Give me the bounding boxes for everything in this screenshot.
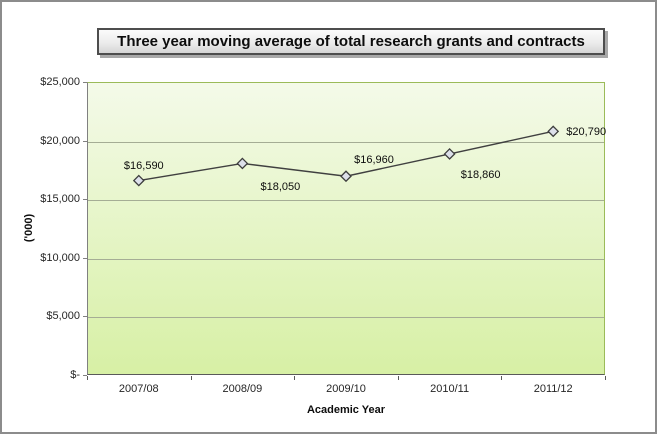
x-axis-title: Academic Year — [306, 404, 386, 416]
y-tick-mark — [83, 82, 87, 83]
y-tick-label: $15,000 — [40, 193, 80, 206]
x-tick-label: 2011/12 — [533, 383, 573, 395]
x-tick-label: 2008/09 — [222, 383, 263, 395]
x-tick-mark — [190, 376, 192, 380]
data-label: $18,860 — [460, 168, 501, 181]
chart-title-box: Three year moving average of total resea… — [97, 28, 605, 55]
y-tick-mark — [83, 199, 87, 201]
data-label: $16,960 — [354, 154, 394, 167]
data-label: $18,050 — [260, 181, 301, 194]
y-axis-tick-labels: $25,000 $20,000 $15,000 $10,000 $5,000 $- — [2, 2, 80, 432]
major-gridline — [88, 258, 604, 260]
major-gridline — [88, 141, 604, 143]
y-tick-label: $10,000 — [40, 251, 80, 264]
y-tick-label: $5,000 — [46, 310, 80, 323]
x-tick-mark — [397, 376, 399, 380]
data-label: $16,590 — [123, 159, 164, 172]
plot-area — [87, 82, 605, 375]
x-tick-mark — [87, 376, 88, 380]
x-tick-mark — [294, 376, 296, 380]
y-tick-mark — [83, 375, 87, 376]
data-label: $20,790 — [566, 126, 607, 139]
y-tick-label: $25,000 — [40, 76, 80, 88]
y-tick-mark — [83, 257, 87, 259]
y-tick-label: $- — [70, 369, 80, 381]
major-gridline — [88, 200, 604, 202]
major-gridline — [88, 317, 604, 319]
x-tick-mark — [501, 376, 503, 380]
y-tick-mark — [83, 140, 87, 142]
x-tick-label: 2009/10 — [326, 383, 366, 395]
chart-title-text: Three year moving average of total resea… — [117, 33, 585, 50]
y-axis-title: ('000) — [23, 213, 35, 243]
y-tick-label: $20,000 — [40, 134, 80, 147]
x-tick-mark — [605, 376, 606, 380]
y-tick-mark — [83, 316, 87, 318]
x-tick-label: 2010/11 — [430, 383, 470, 395]
x-tick-label: 2007/08 — [118, 383, 159, 395]
